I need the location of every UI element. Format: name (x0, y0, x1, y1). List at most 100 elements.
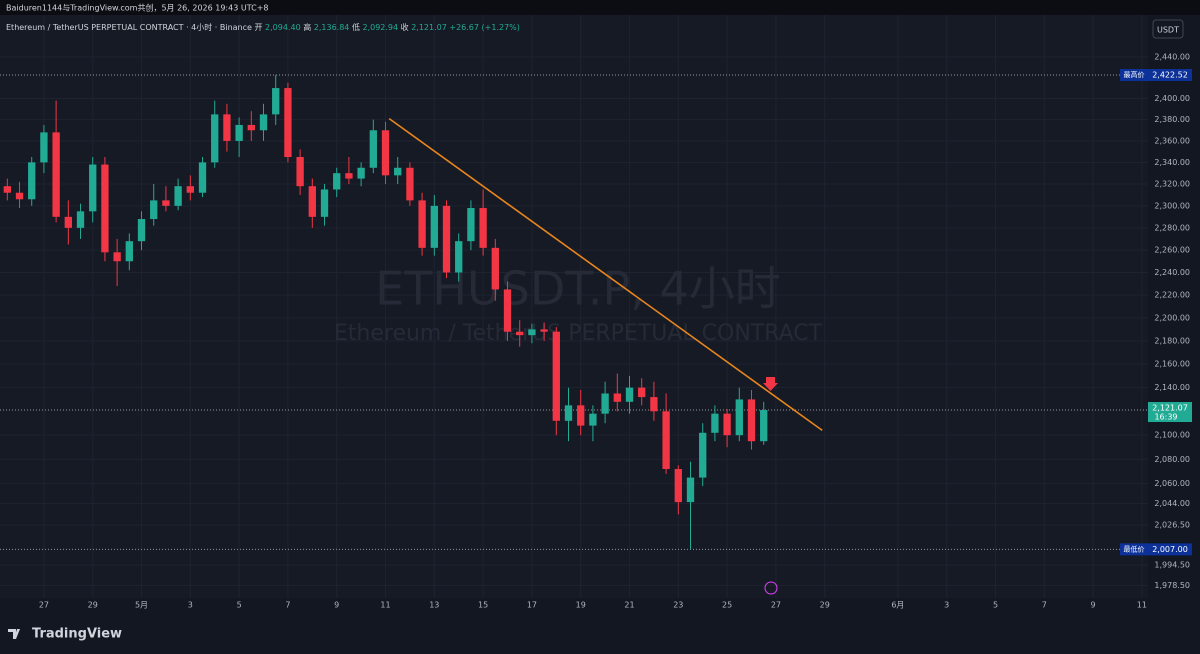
candle-body (564, 405, 573, 421)
x-tick-label: 3 (944, 601, 949, 610)
x-tick-label: 5月 (135, 601, 148, 610)
y-tick-label: 2,300.00 (1154, 201, 1190, 210)
candle-body (711, 413, 719, 433)
candle-body (64, 216, 72, 228)
candle-body (198, 162, 207, 193)
candle-body (442, 205, 451, 273)
y-tick-label: 1,994.50 (1154, 561, 1190, 570)
candle-body (747, 399, 756, 442)
candle-body (174, 186, 182, 206)
x-tick-label: 9 (334, 601, 339, 610)
candle-body (638, 387, 646, 398)
legend-ohlc-label: 收 (401, 22, 409, 32)
candle-body (333, 173, 341, 190)
candle-body (503, 289, 512, 332)
x-tick-label: 7 (285, 601, 290, 610)
candle-body (320, 189, 329, 217)
x-tick-label: 5 (237, 601, 242, 610)
candle-body (491, 247, 499, 290)
candle-body (101, 164, 109, 253)
candle-body (686, 477, 695, 503)
legend-ohlc-value: 2,121.07 (411, 23, 447, 32)
candle-body (125, 241, 133, 262)
price-tag-value: 2,422.52 (1152, 71, 1188, 80)
candle-body (247, 124, 255, 131)
last-price-bg (1148, 402, 1192, 423)
price-tag-value: 2,007.00 (1152, 545, 1188, 554)
candle-body (211, 114, 219, 163)
x-tick-label: 7 (1042, 601, 1047, 610)
price-tag-name: 最高价 (1124, 70, 1145, 79)
legend-ohlc-label: 高 (303, 22, 311, 32)
event-icon (764, 581, 778, 595)
candle-body (601, 393, 609, 414)
candle-body (284, 88, 292, 157)
candle-body (528, 329, 536, 336)
y-tick-label: 2,400.00 (1154, 94, 1190, 103)
y-tick-label: 1,978.50 (1154, 581, 1190, 590)
price-tag-bg (1120, 543, 1148, 556)
x-tick-label: 9 (1091, 601, 1096, 610)
candle-body (357, 167, 365, 179)
x-tick-label: 29 (820, 601, 830, 610)
candle-body (223, 114, 231, 141)
last-price-value: 2,121.07 (1152, 404, 1188, 413)
candle-body (40, 132, 48, 163)
x-tick-label: 15 (478, 601, 488, 610)
legend-symbol: Ethereum / TetherUS PERPETUAL CONTRACT ·… (6, 22, 252, 32)
plot-area (0, 15, 1148, 598)
candle-body (113, 252, 121, 262)
x-tick-label: 25 (722, 601, 732, 610)
legend-change: +26.67 (+1.27%) (449, 23, 520, 32)
candle-body (455, 241, 463, 273)
x-tick-label: 27 (771, 601, 781, 610)
candle-body (272, 88, 280, 115)
header-bar (0, 0, 1200, 15)
x-tick-label: 21 (624, 601, 634, 610)
candle-body (540, 329, 548, 332)
legend-ohlc-value: 2,094.40 (265, 23, 301, 32)
logo: TradingView (8, 627, 122, 642)
candle-body (369, 130, 377, 168)
candle-body (650, 397, 658, 412)
x-tick-label: 3 (188, 601, 193, 610)
legend-ohlc-label: 低 (352, 22, 360, 32)
y-tick-label: 2,160.00 (1154, 360, 1190, 369)
y-tick-label: 2,044.00 (1154, 499, 1190, 508)
candle-body (625, 387, 634, 402)
candle-body (479, 208, 487, 248)
watermark: ETHUSDT.P, 4小时 Ethereum / TetherUS PERPE… (334, 262, 823, 347)
candle-body (76, 211, 85, 228)
arrow-marker (763, 377, 778, 391)
candle-body (345, 173, 353, 179)
candle-body (394, 167, 402, 176)
candle-body (552, 331, 560, 421)
y-tick-label: 2,320.00 (1154, 180, 1190, 189)
candle-body (613, 393, 621, 402)
unit-label: USDT (1157, 26, 1179, 35)
x-tick-label: 13 (429, 601, 439, 610)
price-tag-bg (1120, 69, 1148, 82)
trendline (388, 117, 823, 432)
x-tick-label: 11 (380, 601, 390, 610)
logo-text: TradingView (32, 627, 122, 642)
price-tag-bg (1148, 69, 1192, 82)
y-tick-label: 2,380.00 (1154, 115, 1190, 124)
candle-body (662, 411, 670, 470)
x-tick-label: 29 (88, 601, 98, 610)
candle-body (186, 186, 194, 193)
y-tick-label: 2,280.00 (1154, 223, 1190, 232)
candle-body (15, 192, 24, 200)
y-tick-label: 2,100.00 (1154, 431, 1190, 440)
candle-body (137, 219, 146, 242)
candle-body (516, 331, 524, 336)
candle-body (28, 162, 36, 200)
grid (0, 15, 1148, 598)
candle-body (52, 132, 60, 217)
y-tick-label: 2,026.50 (1154, 520, 1190, 529)
y-tick-label: 2,260.00 (1154, 246, 1190, 255)
y-tick-label: 2,220.00 (1154, 291, 1190, 300)
y-tick-label: 2,360.00 (1154, 136, 1190, 145)
watermark-title: ETHUSDT.P, 4小时 (375, 262, 781, 316)
candle-body (89, 164, 97, 212)
